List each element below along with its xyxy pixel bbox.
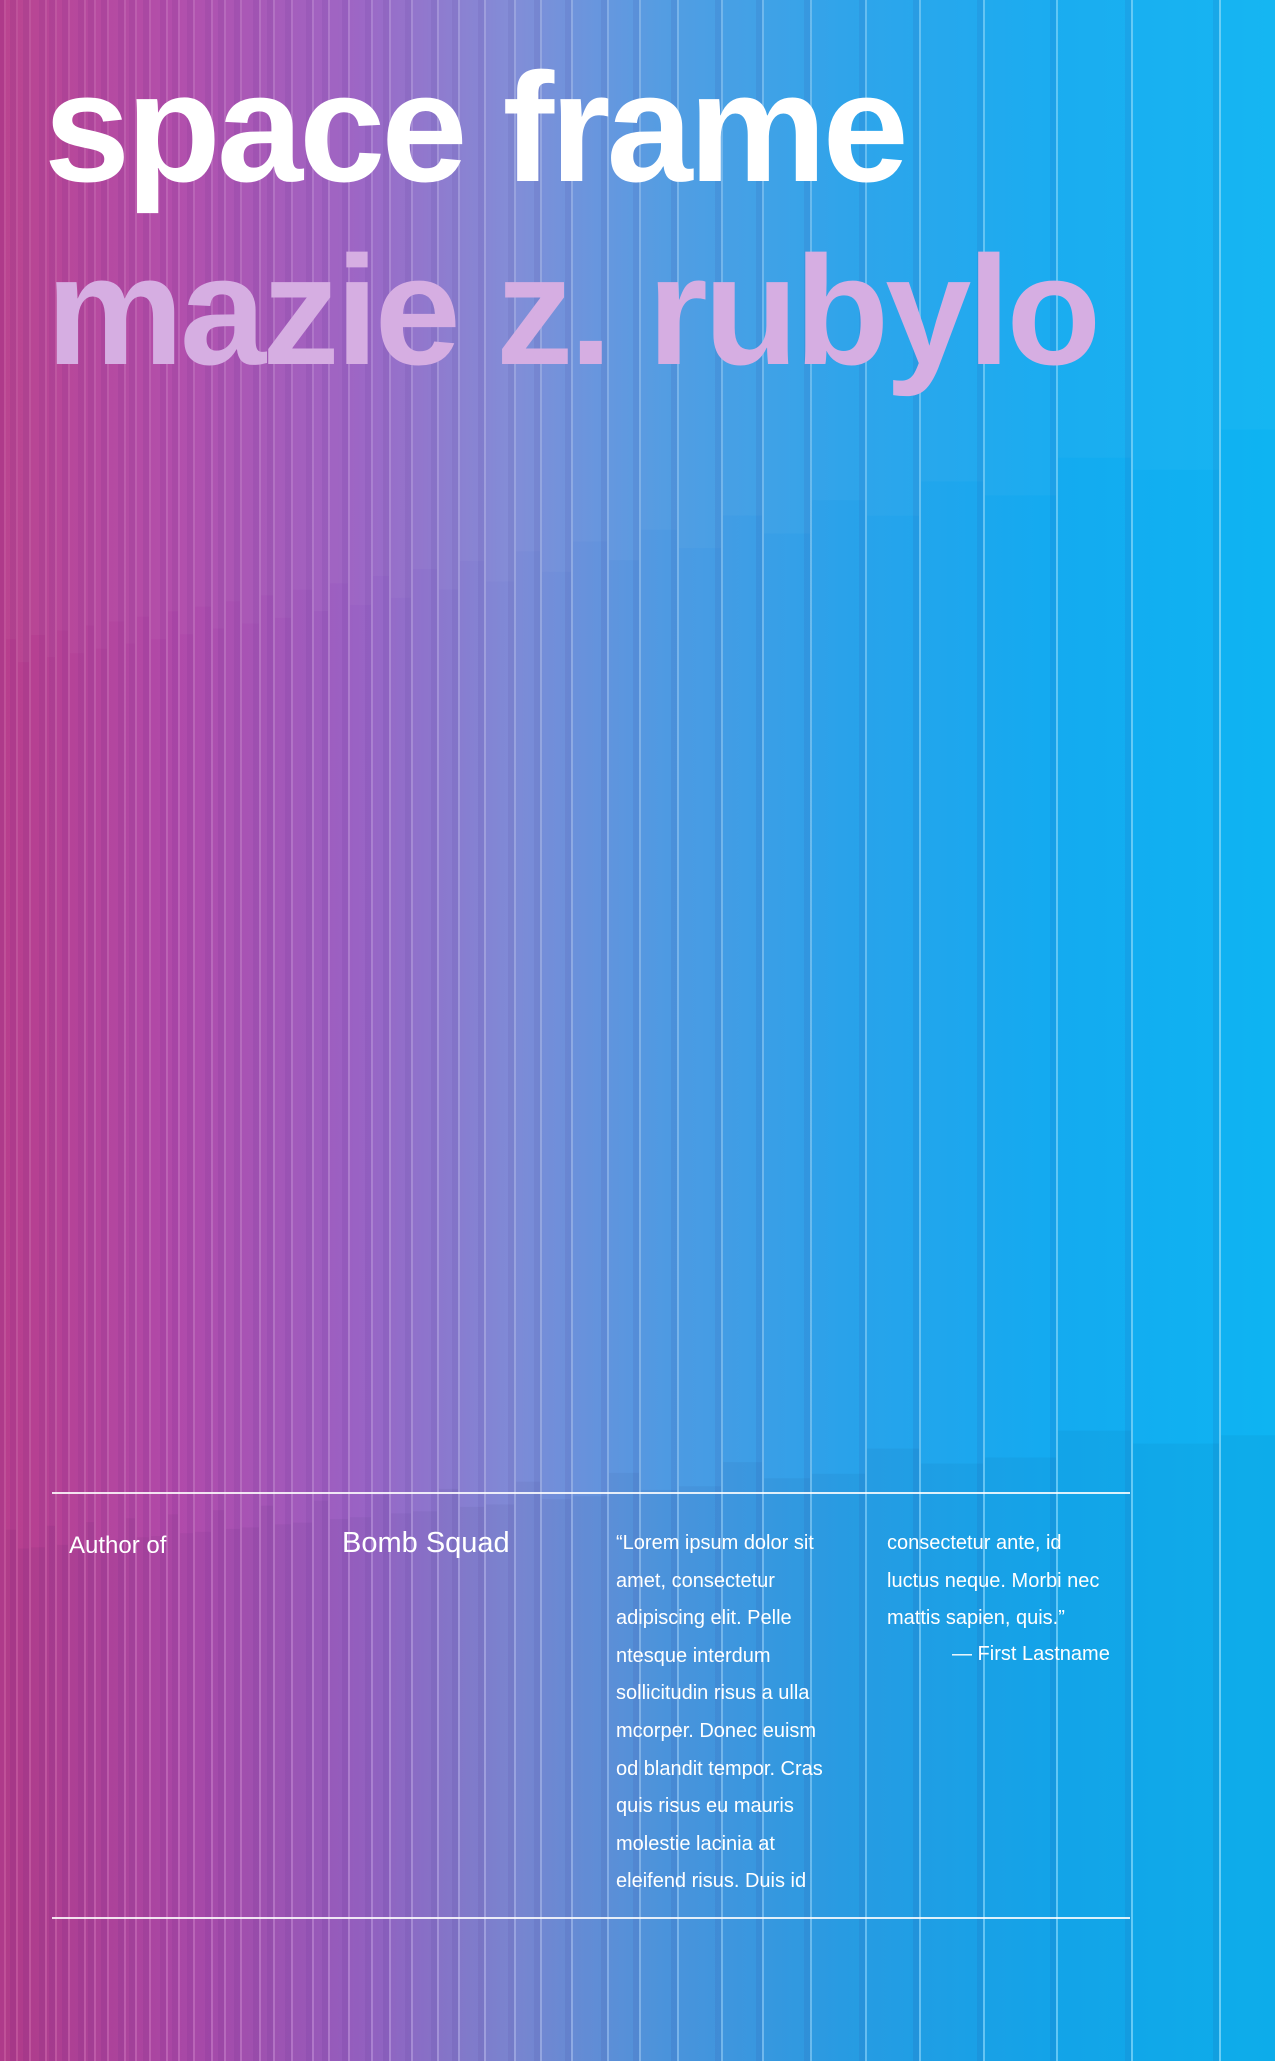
quote-attribution: — First Lastname	[952, 1643, 1110, 1665]
book-title: space frame	[44, 41, 909, 214]
quote-line: luctus neque. Morbi nec	[887, 1569, 1100, 1592]
blurb-quote-column-2: consectetur ante, id luctus neque. Morbi…	[887, 1525, 1132, 1638]
quote-line: consectetur ante, id	[887, 1532, 1062, 1554]
quote-line: mattis sapien, quis.”	[887, 1607, 1065, 1630]
quote-line: mcorper. Donec euism	[616, 1719, 817, 1742]
book-author: mazie z. rubylo	[46, 224, 1101, 397]
quote-line: amet, consectetur	[616, 1569, 775, 1592]
quote-line: od blandit tempor. Cras	[616, 1757, 823, 1780]
quote-line: adipiscing elit. Pelle	[616, 1607, 792, 1630]
blurb-quote-column-1: “Lorem ipsum dolor sit amet, consectetur…	[616, 1525, 838, 1901]
quote-line: “Lorem ipsum dolor sit	[616, 1532, 814, 1554]
previous-book-title: Bomb Squad	[342, 1527, 510, 1559]
quote-line: quis risus eu mauris	[616, 1795, 794, 1818]
author-of-label: Author of	[69, 1532, 167, 1559]
footer-top-rule	[52, 1492, 1130, 1494]
quote-line: molestie lacinia at	[616, 1832, 775, 1855]
footer-bottom-rule	[52, 1917, 1130, 1919]
quote-line: sollicitudin risus a ulla	[616, 1682, 810, 1705]
quote-line: ntesque interdum	[616, 1644, 771, 1667]
quote-line: eleifend risus. Duis id	[616, 1870, 807, 1893]
